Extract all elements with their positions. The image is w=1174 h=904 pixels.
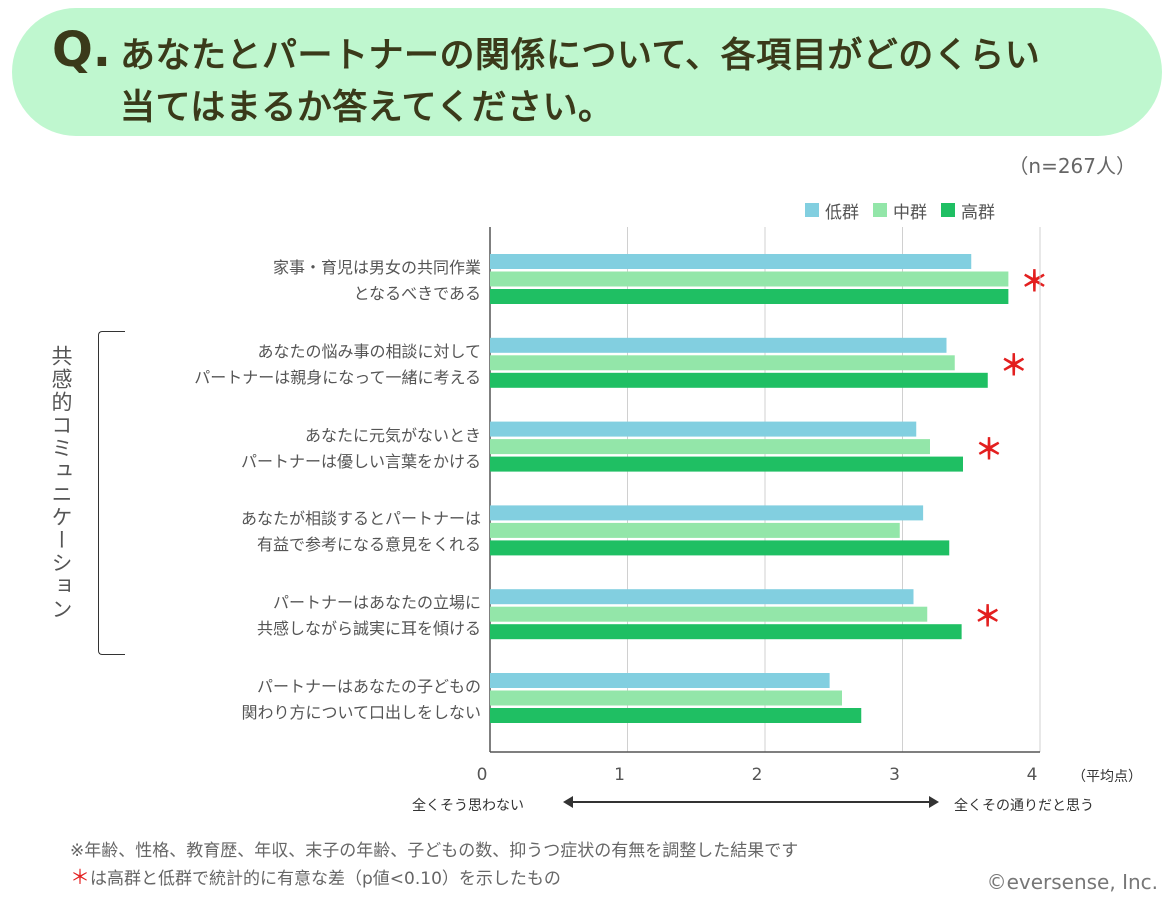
bar-1-high xyxy=(490,289,1009,304)
x-tick-label-4: 4 xyxy=(1026,765,1038,785)
bar-5-low xyxy=(490,589,914,605)
significance-mark-5: ＊ xyxy=(973,600,1002,634)
bar-5-high xyxy=(490,624,962,640)
question-title: あなたとパートナーの関係について、各項目がどのくらい 当てはまるか答えてください… xyxy=(120,30,1130,134)
category-label-3: あなたに元気がないときパートナーは優しい言葉をかける xyxy=(161,423,481,475)
category-label-1-line1: 家事・育児は男女の共同作業 xyxy=(272,258,481,277)
group-label: 共感的コミュニケーション xyxy=(49,345,73,621)
question-title-line2: 当てはまるか答えてください。 xyxy=(120,88,614,128)
category-label-4-line2: 有益で参考になる意見をくれる xyxy=(256,535,481,555)
bar-5-mid xyxy=(490,606,928,622)
x-tick-label-0: 0 xyxy=(476,765,488,785)
legend-item-high: 高群 xyxy=(941,198,995,223)
category-label-4-line1: あなたが相談するとパートナーは xyxy=(240,509,481,529)
category-label-6-line2: 関わり方について口出しをしない xyxy=(241,703,481,722)
bar-6-high xyxy=(490,708,862,723)
question-title-line1: あなたとパートナーの関係について、各項目がどのくらい xyxy=(120,36,1041,76)
legend-label-low: 低群 xyxy=(825,202,859,223)
x-tick-label-2: 2 xyxy=(751,765,763,785)
legend-item-low: 低群 xyxy=(805,198,859,223)
footnote-asterisk: ＊ xyxy=(70,865,90,889)
bar-3-mid xyxy=(490,439,930,455)
bar-6-mid xyxy=(490,690,842,706)
bar-4-mid xyxy=(490,522,900,538)
question-banner: Q. あなたとパートナーの関係について、各項目がどのくらい 当てはまるか答えてく… xyxy=(12,8,1162,136)
category-label-6-line1: パートナーはあなたの子どもの xyxy=(256,677,481,696)
significance-mark-3: ＊ xyxy=(975,432,1004,466)
category-label-3-line2: パートナーは優しい言葉をかける xyxy=(240,451,481,471)
bar-4-low xyxy=(490,505,924,521)
chart-legend: 低群 中群 高群 xyxy=(805,198,995,223)
bar-4-high xyxy=(490,540,950,556)
footnote-significance-text: は高群と低群で統計的に有意な差（p値<0.10）を示したもの xyxy=(90,869,561,889)
x-tick-label-1: 1 xyxy=(614,765,625,785)
legend-swatch-mid xyxy=(873,203,887,217)
footnote-adjustment: ※年齢、性格、教育歴、年収、末子の年齢、子どもの数、抑うつ症状の有無を調整した結… xyxy=(70,841,799,861)
scale-arrow xyxy=(563,796,939,808)
bar-2-high xyxy=(490,372,988,388)
significance-mark-2: ＊ xyxy=(999,348,1028,382)
legend-item-mid: 中群 xyxy=(873,198,927,223)
scale-right-label: 全くその通りだと思う xyxy=(954,798,1094,814)
category-label-4: あなたが相談するとパートナーは有益で参考になる意見をくれる xyxy=(161,506,481,558)
x-tick-label-3: 3 xyxy=(889,765,900,785)
category-label-5-line1: パートナーはあなたの立場に xyxy=(272,593,481,613)
category-label-2: あなたの悩み事の相談に対してパートナーは親身になって一緒に考える xyxy=(161,339,481,391)
bar-2-mid xyxy=(490,355,955,371)
category-label-1: 家事・育児は男女の共同作業となるべきである xyxy=(161,255,481,307)
legend-swatch-low xyxy=(805,203,819,217)
bar-1-low xyxy=(490,254,972,269)
question-mark: Q. xyxy=(52,22,112,78)
category-label-2-line1: あなたの悩み事の相談に対して xyxy=(257,341,481,361)
category-label-5-line2: 共感しながら誠実に耳を傾ける xyxy=(256,619,481,639)
category-label-5: パートナーはあなたの立場に共感しながら誠実に耳を傾ける xyxy=(161,590,481,642)
sample-size: （n=267人） xyxy=(1008,154,1136,178)
bar-6-low xyxy=(490,673,830,688)
copyright: ©eversense, Inc. xyxy=(986,870,1158,894)
scale-left-label: 全くそう思わない xyxy=(412,798,524,814)
legend-label-mid: 中群 xyxy=(893,202,927,223)
bar-3-high xyxy=(490,456,963,472)
legend-swatch-high xyxy=(941,203,955,217)
footnote-significance: ＊は高群と低群で統計的に有意な差（p値<0.10）を示したもの xyxy=(70,861,561,890)
bar-3-low xyxy=(490,421,917,437)
category-label-6: パートナーはあなたの子どもの関わり方について口出しをしない xyxy=(161,674,481,726)
bar-1-mid xyxy=(490,271,1009,287)
legend-label-high: 高群 xyxy=(961,202,995,223)
x-axis-unit: （平均点） xyxy=(1072,769,1142,785)
category-label-3-line1: あなたに元気がないとき xyxy=(304,425,481,445)
group-bracket xyxy=(98,331,125,655)
category-label-2-line2: パートナーは親身になって一緒に考える xyxy=(194,367,481,387)
category-label-1-line2: となるべきである xyxy=(353,284,481,303)
significance-mark-1: ＊ xyxy=(1020,265,1049,298)
bar-2-low xyxy=(490,337,947,353)
